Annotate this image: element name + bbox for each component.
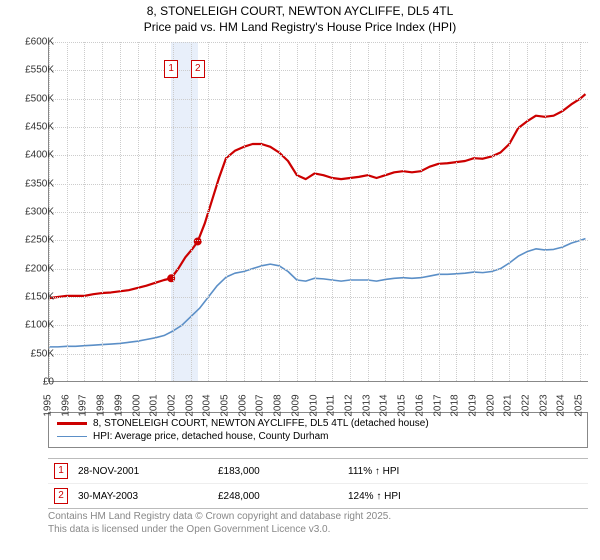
y-axis-label: £150K	[25, 292, 54, 303]
x-axis-label: 1999	[113, 394, 124, 416]
tx-price-2: £248,000	[218, 491, 338, 502]
x-axis-label: 2022	[521, 394, 532, 416]
x-axis-label: 2010	[308, 394, 319, 416]
y-axis-label: £500K	[25, 93, 54, 104]
title-block: 8, STONELEIGH COURT, NEWTON AYCLIFFE, DL…	[0, 0, 600, 35]
transactions-table: 1 28-NOV-2001 £183,000 111% ↑ HPI 2 30-M…	[48, 458, 588, 509]
tx-date-2: 30-MAY-2003	[78, 491, 208, 502]
x-axis-label: 2025	[574, 394, 585, 416]
table-row: 1 28-NOV-2001 £183,000 111% ↑ HPI	[48, 459, 588, 483]
x-axis-label: 1997	[78, 394, 89, 416]
footer-line2: This data is licensed under the Open Gov…	[48, 523, 588, 536]
tx-date-1: 28-NOV-2001	[78, 466, 208, 477]
y-axis-label: £250K	[25, 235, 54, 246]
legend-label-property: 8, STONELEIGH COURT, NEWTON AYCLIFFE, DL…	[93, 418, 429, 429]
y-axis-label: £350K	[25, 178, 54, 189]
y-axis-label: £300K	[25, 207, 54, 218]
footer-text: Contains HM Land Registry data © Crown c…	[48, 510, 588, 536]
x-axis-label: 2021	[503, 394, 514, 416]
x-axis-label: 1998	[96, 394, 107, 416]
tx-marker-1: 1	[54, 463, 68, 479]
x-axis-label: 2003	[184, 394, 195, 416]
x-axis-label: 2006	[237, 394, 248, 416]
title-line2: Price paid vs. HM Land Registry's House …	[0, 20, 600, 36]
legend-row-property: 8, STONELEIGH COURT, NEWTON AYCLIFFE, DL…	[57, 417, 579, 430]
x-axis-label: 2014	[379, 394, 390, 416]
x-axis-label: 2004	[202, 394, 213, 416]
x-axis-label: 2002	[166, 394, 177, 416]
chart-plot-area: 12	[48, 42, 588, 382]
tx-pct-2: 124% ↑ HPI	[348, 491, 582, 502]
x-axis-label: 2020	[485, 394, 496, 416]
footer-line1: Contains HM Land Registry data © Crown c…	[48, 510, 588, 523]
y-axis-label: £200K	[25, 263, 54, 274]
title-line1: 8, STONELEIGH COURT, NEWTON AYCLIFFE, DL…	[0, 4, 600, 20]
x-axis-label: 2017	[432, 394, 443, 416]
x-axis-label: 2007	[255, 394, 266, 416]
legend-label-hpi: HPI: Average price, detached house, Coun…	[93, 431, 329, 442]
x-axis-label: 2005	[220, 394, 231, 416]
x-axis-label: 2015	[397, 394, 408, 416]
x-axis-label: 2013	[361, 394, 372, 416]
x-axis-label: 2000	[131, 394, 142, 416]
y-axis-label: £600K	[25, 37, 54, 48]
x-axis-label: 2019	[467, 394, 478, 416]
tx-marker-2: 2	[54, 488, 68, 504]
y-axis-label: £50K	[31, 348, 54, 359]
x-axis-label: 1996	[60, 394, 71, 416]
y-axis-label: £450K	[25, 122, 54, 133]
legend-row-hpi: HPI: Average price, detached house, Coun…	[57, 430, 579, 443]
x-axis-label: 1995	[43, 394, 54, 416]
y-axis-label: £100K	[25, 320, 54, 331]
chart-container: 8, STONELEIGH COURT, NEWTON AYCLIFFE, DL…	[0, 0, 600, 560]
x-axis-label: 2008	[273, 394, 284, 416]
legend-swatch-property	[57, 422, 87, 424]
y-axis-label: £550K	[25, 65, 54, 76]
table-row: 2 30-MAY-2003 £248,000 124% ↑ HPI	[48, 483, 588, 508]
x-axis-label: 2018	[450, 394, 461, 416]
tx-price-1: £183,000	[218, 466, 338, 477]
chart-marker-2: 2	[191, 60, 205, 78]
x-axis-label: 2023	[538, 394, 549, 416]
x-axis-label: 2009	[290, 394, 301, 416]
chart-marker-1: 1	[164, 60, 178, 78]
legend-box: 8, STONELEIGH COURT, NEWTON AYCLIFFE, DL…	[48, 412, 588, 448]
x-axis-label: 2024	[556, 394, 567, 416]
x-axis-label: 2016	[414, 394, 425, 416]
x-axis-label: 2011	[326, 395, 337, 417]
x-axis-label: 2001	[149, 394, 160, 416]
legend-swatch-hpi	[57, 436, 87, 438]
y-axis-label: £0	[43, 377, 54, 388]
y-axis-label: £400K	[25, 150, 54, 161]
tx-pct-1: 111% ↑ HPI	[348, 466, 582, 477]
x-axis-label: 2012	[343, 394, 354, 416]
